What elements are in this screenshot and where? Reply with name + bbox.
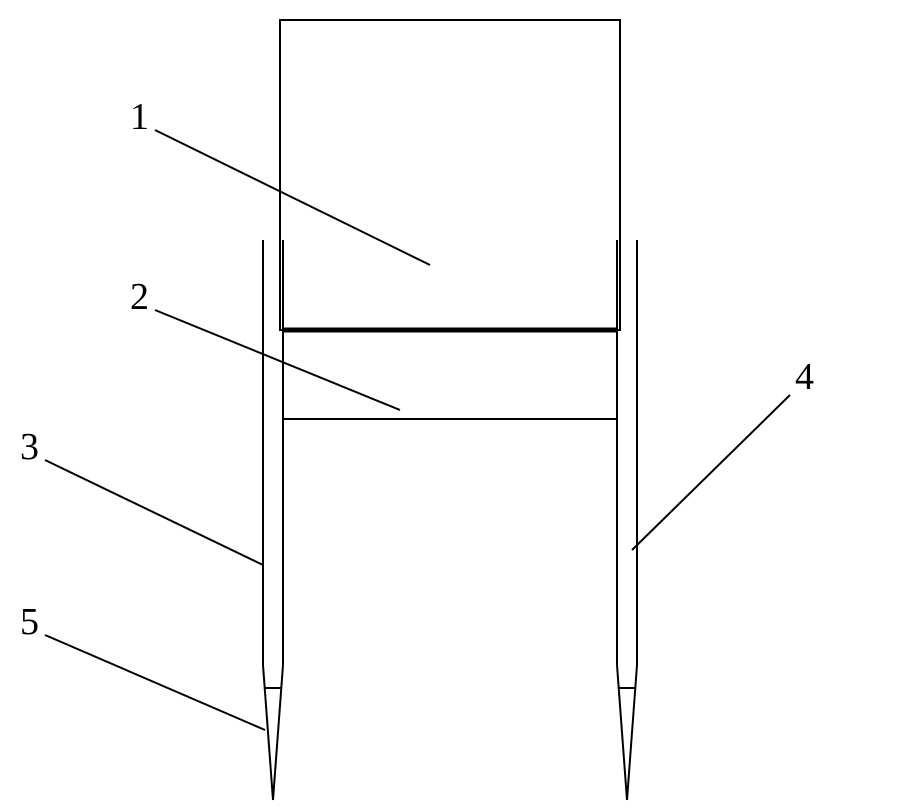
label-3: 3 xyxy=(20,425,39,469)
leader-3 xyxy=(45,460,263,565)
leader-1 xyxy=(155,130,430,265)
leader-5 xyxy=(45,635,265,730)
leader-2 xyxy=(155,310,400,410)
label-5: 5 xyxy=(20,600,39,644)
label-1: 1 xyxy=(130,95,149,139)
part-1-box xyxy=(280,20,620,330)
label-4: 4 xyxy=(795,355,814,399)
part-3-left-leg-taper-inner xyxy=(273,665,283,800)
part-3-left-leg-taper-outer xyxy=(263,665,273,800)
label-2: 2 xyxy=(130,275,149,319)
part-4-right-leg-taper-inner xyxy=(617,665,627,800)
leader-4 xyxy=(632,395,790,550)
part-4-right-leg-taper-outer xyxy=(627,665,637,800)
